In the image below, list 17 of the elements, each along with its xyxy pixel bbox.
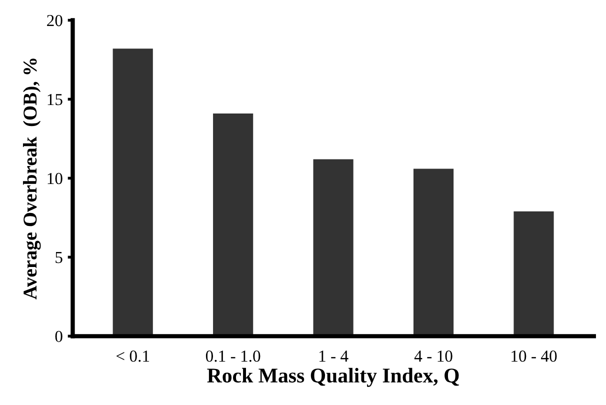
x-tick-label: 0.1 - 1.0 [206,350,260,362]
x-tick-label: < 0.1 [116,350,150,362]
y-tick-label: 0 [55,330,62,342]
y-tick-label: 20 [47,14,62,26]
bar [413,168,454,336]
y-tick-label: 5 [56,252,62,264]
x-tick-label: 4 - 10 [414,350,452,362]
bar [514,211,554,336]
x-tick-label: 1 - 4 [319,350,348,362]
x-axis-title: Rock Mass Quality Index, Q [207,368,459,387]
bar [112,48,153,336]
y-tick-label: 15 [48,94,62,106]
y-axis-title: Average Overbreak (OB), % [22,58,41,300]
y-tick-label: 10 [48,172,62,184]
x-tick-label: 10 - 40 [512,350,557,362]
bar [313,159,354,336]
bar [213,113,254,336]
